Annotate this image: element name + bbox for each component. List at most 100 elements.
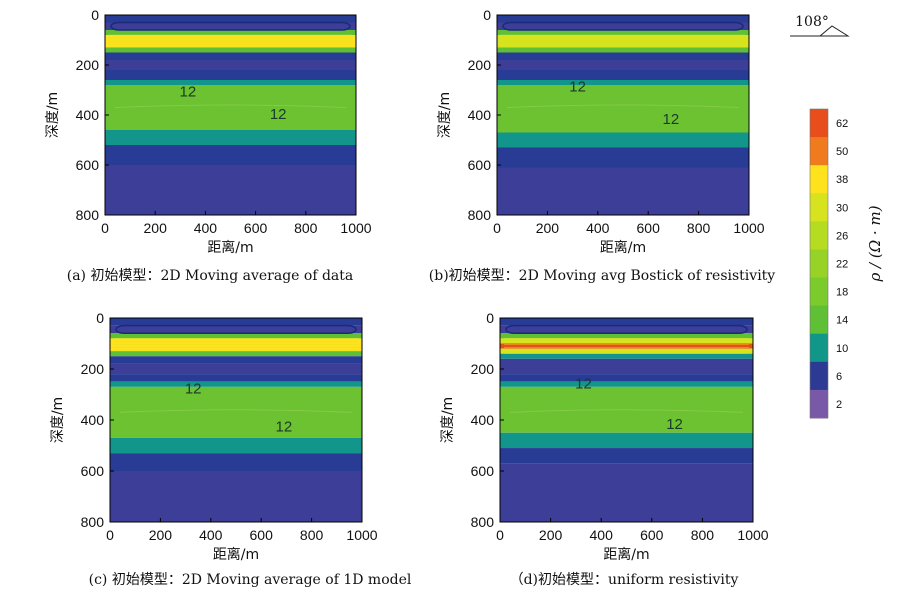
x-tick-label: 400 (586, 220, 610, 236)
x-tick-label: 200 (539, 527, 563, 543)
resistivity-layer (105, 22, 356, 30)
resistivity-layer (105, 52, 356, 60)
resistivity-layer (110, 318, 362, 326)
x-tick-label: 600 (250, 527, 274, 543)
upper-anomaly-outline (502, 21, 744, 31)
contour-label: 12 (666, 416, 683, 433)
x-tick-label: 200 (144, 220, 168, 236)
colorbar-swatch (810, 193, 828, 222)
x-axis-label: 距离/m (600, 239, 646, 256)
x-tick-label: 600 (640, 527, 664, 543)
colorbar-swatch (810, 389, 828, 419)
resistivity-layer (110, 333, 362, 339)
resistivity-layer (110, 381, 362, 387)
resistivity-layer (497, 52, 749, 60)
resistivity-layer (500, 463, 753, 522)
resistivity-layer (105, 165, 356, 215)
x-tick-label: 600 (244, 220, 268, 236)
resistivity-layer (110, 363, 362, 375)
resistivity-layer (500, 448, 753, 464)
x-tick-label: 0 (493, 220, 501, 236)
y-tick-label: 600 (76, 157, 100, 173)
resistivity-layer (497, 47, 749, 53)
x-tick-label: 200 (536, 220, 560, 236)
resistivity-layer (105, 145, 356, 165)
colorbar-swatch (810, 137, 828, 166)
resistivity-layer (500, 318, 753, 326)
colorbar-title: ρ / (Ω · m) (866, 205, 884, 282)
y-tick-label: 800 (471, 514, 495, 530)
resistivity-layer (497, 80, 749, 85)
resistivity-layer (497, 22, 749, 30)
resistivity-layer (497, 167, 749, 215)
chart-panel-4: 12 12 0 200 400 600 800 1000 0 200 400 600 800 距离/m 深度… (440, 310, 769, 588)
x-tick-label: 200 (149, 527, 173, 543)
y-tick-label: 400 (81, 412, 105, 428)
colorbar-swatch (810, 249, 828, 279)
resistivity-layer (497, 85, 749, 133)
x-tick-label: 800 (687, 220, 711, 236)
y-axis-label: 深度/m (45, 92, 61, 138)
resistivity-layer (500, 333, 753, 339)
contour-label: 12 (179, 83, 196, 100)
resistivity-layer (105, 15, 356, 23)
resistivity-layer (110, 453, 362, 471)
resistivity-layer (110, 351, 362, 357)
colorbar-tick-label: 18 (836, 287, 848, 299)
y-tick-label: 600 (468, 157, 492, 173)
contour-line (114, 104, 347, 108)
contour-label: 12 (276, 419, 293, 436)
angle-indicator: 108° (790, 14, 850, 37)
y-tick-label: 0 (486, 310, 494, 326)
colorbar-tick-label: 26 (836, 230, 848, 242)
chart-panel-1: 12 12 0 200 400 600 800 1000 0 200 400 600 800 距离/m 深度… (45, 7, 372, 284)
resistivity-layer (500, 374, 753, 382)
contour-label: 12 (185, 380, 202, 397)
upper-anomaly-outline (110, 21, 351, 31)
y-tick-label: 800 (81, 514, 105, 530)
colorbar-tick-label: 10 (836, 343, 848, 355)
resistivity-layer (500, 432, 753, 449)
colorbar-swatch (810, 305, 828, 335)
y-axis-label: 深度/m (50, 397, 66, 443)
resistivity-layer (500, 325, 753, 334)
panel-caption: (b)初始模型：2D Moving avg Bostick of resisti… (429, 267, 775, 284)
chart-panel-2: 12 12 0 200 400 600 800 1000 0 200 400 600 800 距离/m 深度… (429, 7, 775, 284)
contour-label: 12 (575, 375, 592, 392)
y-axis-label: 深度/m (437, 92, 453, 138)
y-tick-label: 600 (81, 463, 105, 479)
colorbar-swatch (810, 361, 828, 391)
resistivity-layer (497, 60, 749, 70)
y-tick-label: 400 (471, 412, 495, 428)
y-tick-label: 0 (91, 7, 99, 23)
resistivity-layer (497, 15, 749, 23)
resistivity-layer (500, 353, 753, 359)
contour-line (119, 409, 353, 413)
resistivity-layer (497, 30, 749, 35)
y-tick-label: 0 (96, 310, 104, 326)
x-tick-label: 0 (101, 220, 109, 236)
resistivity-layer (110, 386, 362, 438)
angle-label: 108° (795, 14, 829, 30)
resistivity-layer (110, 471, 362, 522)
resistivity-layer (500, 381, 753, 387)
resistivity-layer (500, 348, 753, 354)
y-tick-label: 800 (468, 207, 492, 223)
resistivity-layer (105, 47, 356, 53)
contour-line (506, 104, 740, 108)
x-tick-label: 0 (496, 527, 504, 543)
x-tick-label: 400 (194, 220, 218, 236)
x-tick-label: 600 (637, 220, 661, 236)
x-tick-label: 1000 (737, 527, 768, 543)
colorbar-tick-label: 62 (836, 118, 848, 130)
y-tick-label: 0 (483, 7, 491, 23)
colorbar-swatch (810, 109, 828, 138)
y-tick-label: 400 (468, 107, 492, 123)
colorbar-tick-label: 6 (836, 371, 842, 383)
x-tick-label: 1000 (340, 220, 371, 236)
x-tick-label: 800 (691, 527, 715, 543)
panel-caption: （d)初始模型：uniform resistivity (510, 571, 739, 588)
x-tick-label: 1000 (733, 220, 764, 236)
